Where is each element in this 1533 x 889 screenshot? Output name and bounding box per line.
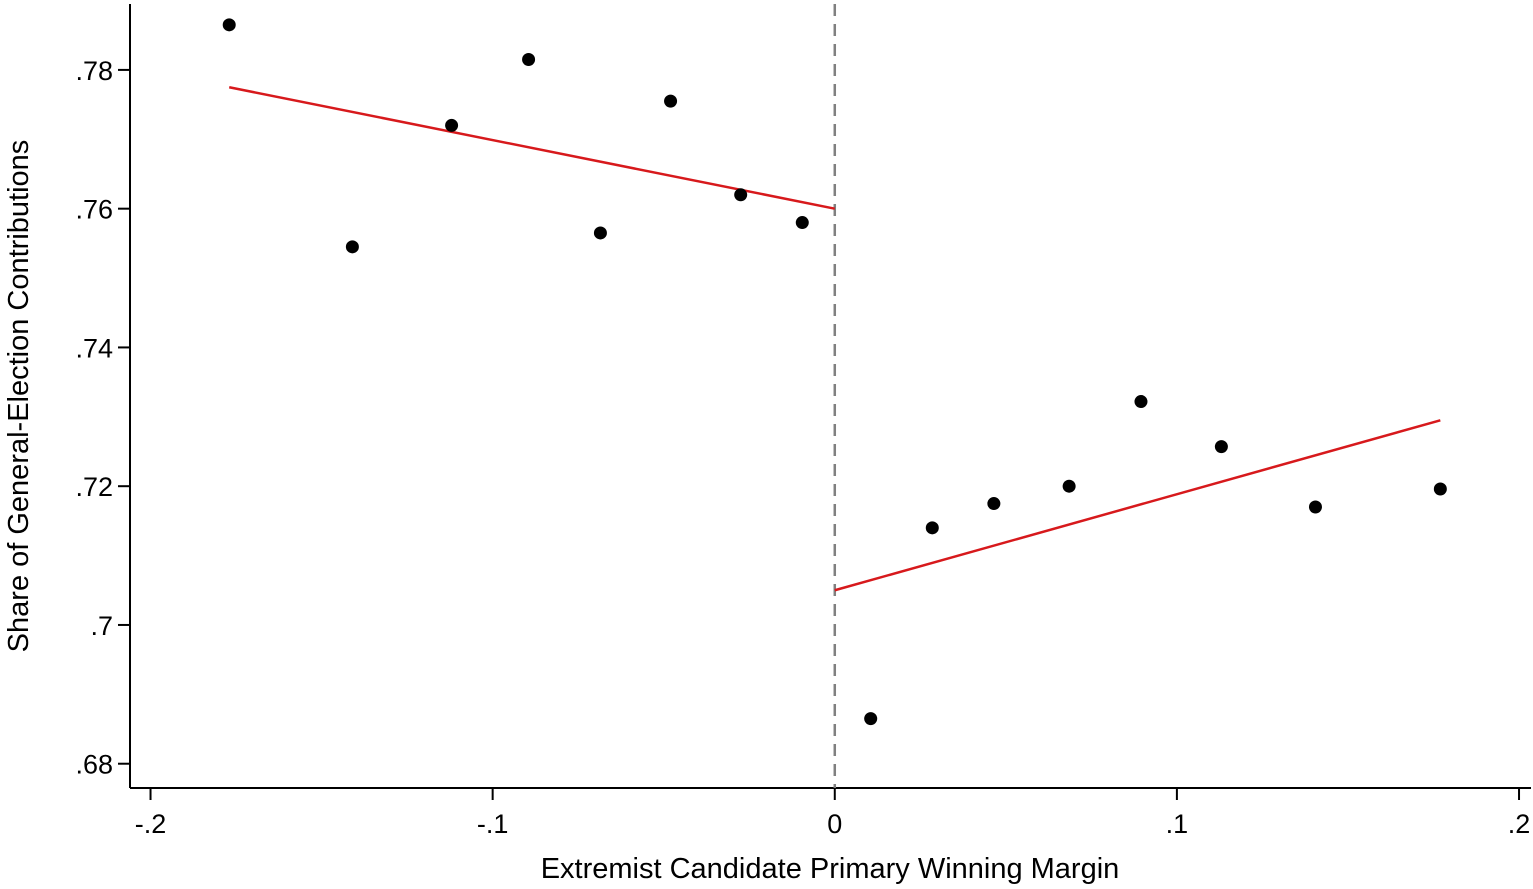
x-tick-label: -.2 — [135, 809, 167, 839]
fit-line-right — [834, 419, 1441, 592]
data-point — [222, 18, 236, 32]
data-point — [795, 216, 809, 230]
data-point — [664, 94, 678, 108]
data-point — [1308, 500, 1322, 514]
data-point — [987, 497, 1001, 511]
data-points — [222, 18, 1447, 726]
data-point — [734, 188, 748, 202]
fit-line-left — [228, 86, 836, 210]
data-point — [445, 118, 459, 132]
y-tick-label: .7 — [90, 611, 113, 641]
y-tick-label: .78 — [75, 56, 113, 86]
data-point — [345, 240, 359, 254]
data-point — [522, 53, 536, 67]
data-point — [1134, 395, 1148, 409]
data-point — [1214, 440, 1228, 454]
y-tick-label: .72 — [75, 472, 113, 502]
axes: .68 .7 .72 .74 .76 .78 -.2 -.1 0 .1 .2 — [75, 4, 1531, 839]
data-point — [593, 226, 607, 240]
x-tick-label: 0 — [827, 809, 842, 839]
data-point — [925, 521, 939, 535]
y-tick-label: .74 — [75, 333, 113, 363]
fit-lines — [228, 86, 1441, 592]
data-point — [1433, 482, 1447, 496]
data-point — [1062, 479, 1076, 493]
data-point — [864, 712, 878, 726]
y-axis-title: Share of General-Election Contributions — [3, 140, 35, 653]
y-tick-label: .68 — [75, 750, 113, 780]
x-tick-label: -.1 — [477, 809, 509, 839]
x-axis-title: Extremist Candidate Primary Winning Marg… — [541, 853, 1120, 885]
y-tick-label: .76 — [75, 195, 113, 225]
x-tick-label: .1 — [1166, 809, 1189, 839]
x-tick-label: .2 — [1508, 809, 1531, 839]
